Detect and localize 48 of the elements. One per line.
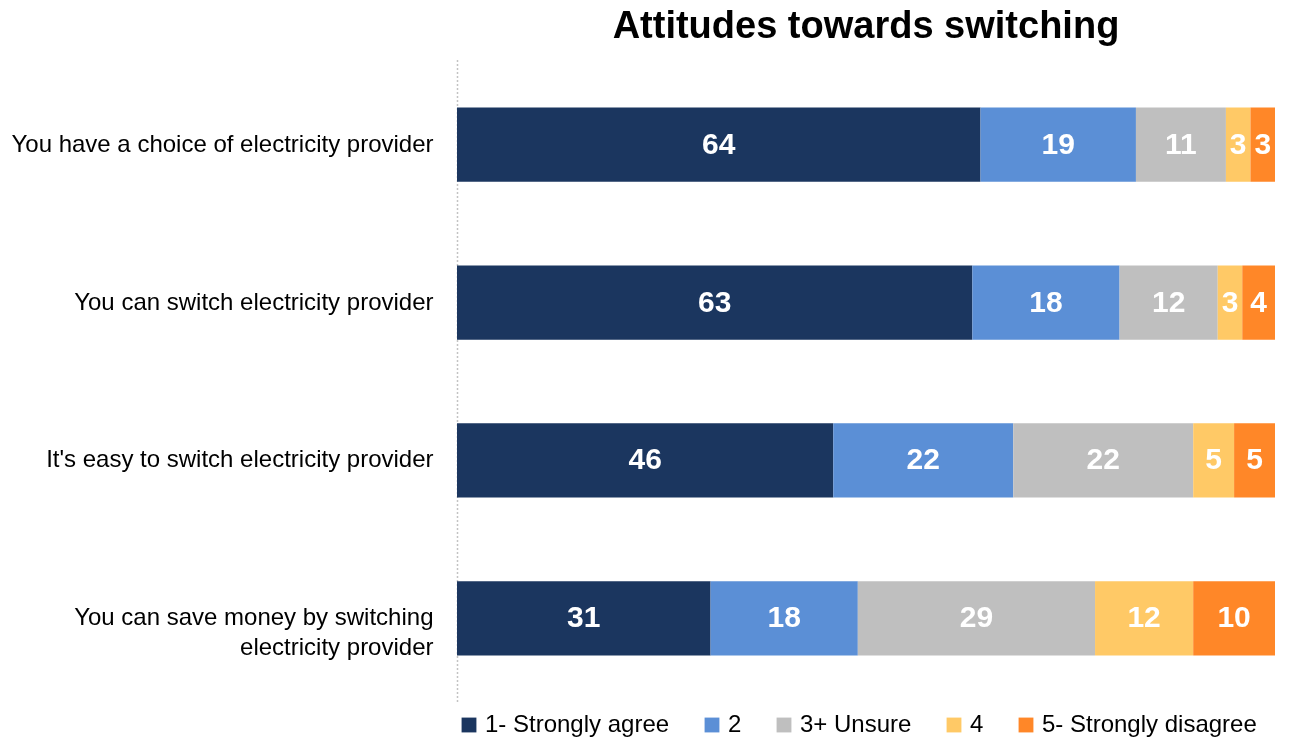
- bar: [457, 107, 981, 182]
- data-label: 4: [1250, 284, 1268, 318]
- y-tick-label: You have a choice of electricity provider: [11, 129, 434, 157]
- legend-label: 3+ Unsure: [800, 710, 912, 737]
- bar: [457, 265, 973, 340]
- data-label: 18: [767, 600, 801, 634]
- data-label: 3: [1254, 126, 1272, 160]
- data-label: 10: [1217, 600, 1251, 634]
- bar: [457, 581, 711, 656]
- data-label: 11: [1165, 126, 1197, 160]
- data-label: 22: [1086, 442, 1120, 476]
- bar: [1135, 107, 1226, 182]
- y-tick-label: You can save money by switching electricity provider: [74, 603, 434, 661]
- bar: [1013, 423, 1194, 498]
- data-label: 29: [959, 600, 994, 634]
- chart-title: Attitudes towards switching: [612, 4, 1120, 46]
- bar: [1193, 423, 1235, 498]
- data-label: 46: [628, 442, 662, 476]
- bar: [710, 581, 858, 656]
- bar: [1119, 265, 1218, 340]
- y-tick-label: It's easy to switch electricity provider: [46, 445, 434, 473]
- bar: [1242, 265, 1275, 340]
- bar: [980, 107, 1136, 182]
- bar: [1193, 581, 1275, 656]
- data-label: 18: [1029, 284, 1063, 318]
- bar: [1234, 423, 1275, 498]
- data-label: 12: [1151, 284, 1186, 318]
- legend-label: 5- Strongly disagree: [1042, 710, 1257, 737]
- legend-label: 1- Strongly agree: [485, 710, 670, 737]
- bar: [833, 423, 1014, 498]
- data-label: 64: [702, 126, 736, 160]
- legend-label: 2: [728, 710, 742, 737]
- bar: [457, 423, 834, 498]
- y-tick-label: You can switch electricity provider: [74, 287, 434, 315]
- bar: [857, 581, 1096, 656]
- data-label: 5: [1205, 442, 1222, 476]
- data-label: 22: [906, 442, 940, 476]
- data-label: 19: [1041, 126, 1075, 160]
- bar: [1095, 581, 1194, 656]
- bar: [972, 265, 1120, 340]
- legend-label: 4: [970, 710, 984, 737]
- data-label: 5: [1246, 442, 1263, 476]
- data-label: 12: [1127, 600, 1161, 634]
- data-label: 31: [567, 600, 601, 634]
- data-label: 63: [697, 284, 732, 318]
- bar: [1250, 107, 1275, 182]
- data-label: 3: [1221, 284, 1239, 318]
- data-label: 3: [1229, 126, 1247, 160]
